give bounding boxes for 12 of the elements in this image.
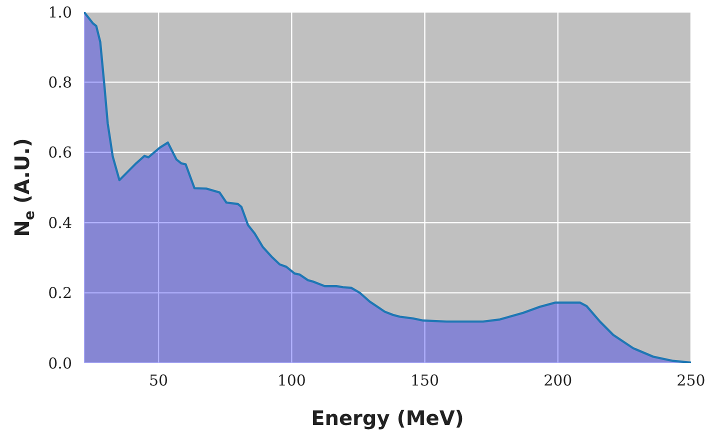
x-axis-title: Energy (MeV) <box>311 406 464 430</box>
y-tick-label: 0.4 <box>48 214 72 232</box>
x-tick-label: 50 <box>148 372 168 390</box>
y-tick-label: 0.8 <box>48 74 72 92</box>
y-tick-label: 0.0 <box>48 354 72 372</box>
x-tick-label: 250 <box>676 372 706 390</box>
y-tick-label: 1.0 <box>48 3 72 22</box>
y-tick-label: 0.6 <box>48 144 72 162</box>
y-tick-label: 0.2 <box>48 284 72 302</box>
x-tick-label: 100 <box>277 372 306 390</box>
x-tick-label: 200 <box>544 372 572 390</box>
x-tick-label: 150 <box>410 372 440 390</box>
